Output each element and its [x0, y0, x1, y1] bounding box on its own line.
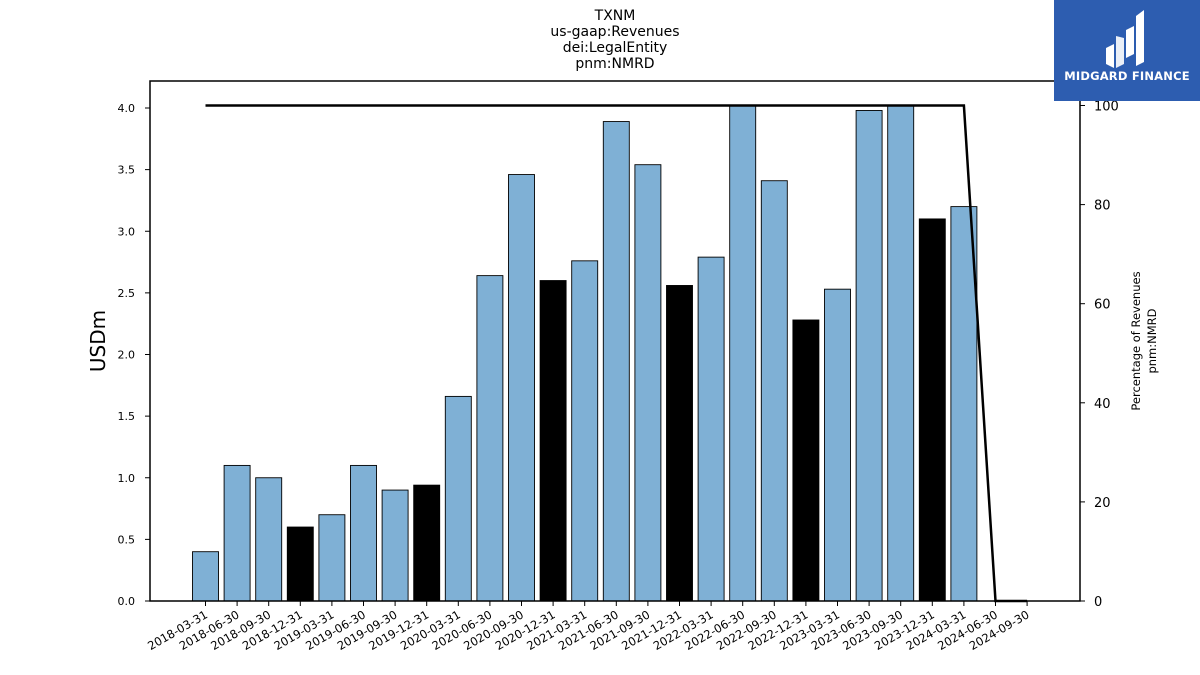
bar — [318, 514, 346, 602]
bar — [824, 288, 851, 602]
y-tick-label: 1.0 — [118, 472, 136, 485]
bar — [508, 174, 535, 602]
y2-tick-label: 20 — [1094, 496, 1111, 511]
y-tick-label: 2.0 — [118, 349, 136, 362]
y-axis-right: 0 20 40 60 80 100 — [1080, 100, 1119, 610]
bar — [760, 180, 788, 602]
title-line: dei:LegalEntity — [563, 40, 668, 56]
bar — [539, 280, 567, 602]
y2-tick-label: 0 — [1094, 595, 1102, 610]
bar — [729, 105, 757, 602]
y-axis-left: 0.0 0.5 1.0 1.5 2.0 2.5 3.0 3.5 4.0 — [118, 102, 150, 608]
percentage-line — [205, 104, 1028, 603]
y-tick-label: 4.0 — [118, 102, 136, 115]
bar — [286, 526, 314, 602]
y-tick-label: 1.5 — [118, 410, 136, 423]
bar — [950, 206, 978, 602]
bar — [792, 319, 820, 602]
y-axis-label: USDm — [86, 310, 110, 372]
midgard-m-logo-icon — [1106, 10, 1144, 68]
title-line: us-gaap:Revenues — [550, 24, 679, 40]
percentage-line-path — [205, 104, 1028, 603]
y2-axis-label-line: pnm:NMRD — [1145, 308, 1159, 373]
bar — [223, 464, 251, 602]
y2-axis-label-line: Percentage of Revenues — [1129, 271, 1143, 410]
y-tick-label: 3.5 — [118, 164, 136, 177]
bar — [381, 489, 409, 602]
logo-text: MIDGARD FINANCE — [1064, 69, 1190, 83]
y2-tick-label: 60 — [1094, 298, 1111, 313]
bar — [666, 285, 693, 602]
bar — [634, 164, 662, 602]
chart-title: TXNMus-gaap:Revenuesdei:LegalEntitypnm:N… — [550, 8, 679, 72]
bar — [918, 218, 946, 602]
plot-frame — [149, 80, 1081, 602]
bar — [255, 477, 283, 602]
y-tick-label: 0.0 — [118, 595, 136, 608]
bar — [887, 105, 915, 602]
bar — [571, 260, 599, 602]
y2-tick-label: 80 — [1094, 199, 1111, 214]
bars — [192, 105, 978, 602]
y-tick-label: 3.0 — [118, 225, 136, 238]
bar — [192, 551, 219, 602]
title-line: TXNM — [594, 8, 636, 24]
y2-tick-label: 40 — [1094, 397, 1111, 412]
y2-axis-label: Percentage of Revenues pnm:NMRD — [1129, 271, 1159, 410]
y-tick-label: 2.5 — [118, 287, 136, 300]
y-tick-label: 0.5 — [118, 533, 136, 546]
x-axis: 2018-03-312018-06-302018-09-302018-12-31… — [145, 601, 1032, 653]
title-line: pnm:NMRD — [575, 56, 654, 72]
bar — [413, 484, 441, 602]
bar — [602, 121, 630, 602]
bar — [697, 256, 725, 602]
bar — [350, 464, 377, 602]
midgard-finance-logo: MIDGARD FINANCE — [1054, 0, 1200, 101]
y2-tick-label: 100 — [1094, 100, 1119, 115]
bar — [855, 110, 883, 602]
bar — [444, 395, 472, 602]
bar — [476, 275, 504, 602]
